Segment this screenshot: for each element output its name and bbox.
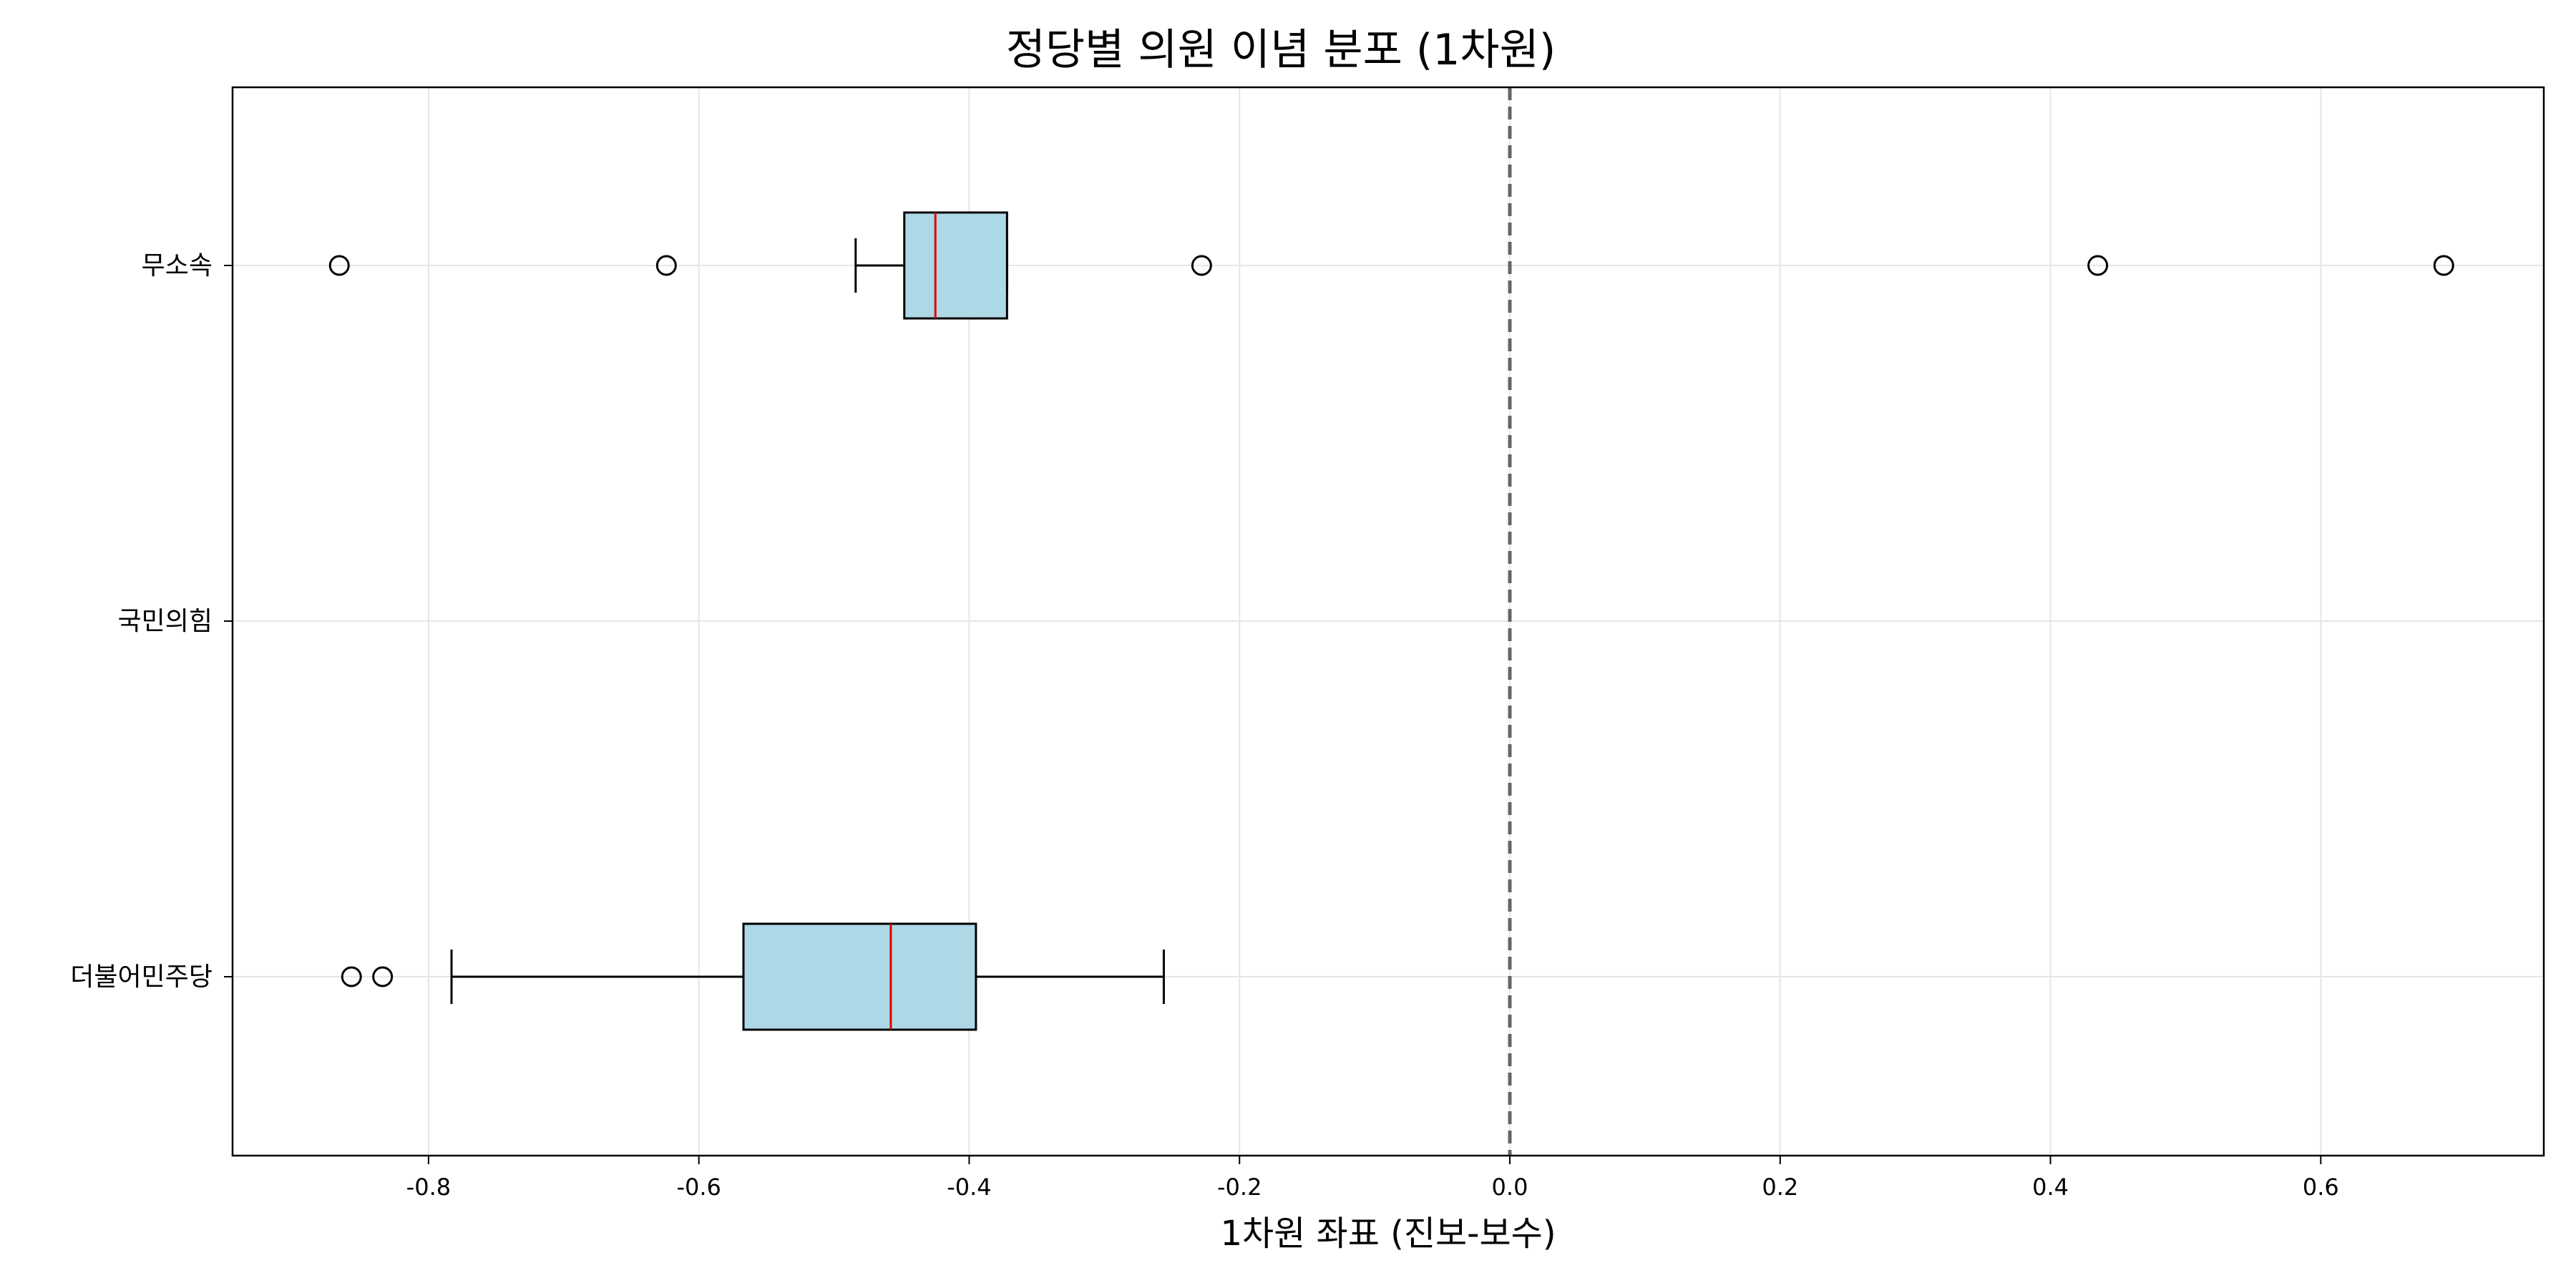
chart-title: 정당별 의원 이념 분포 (1차원) [1006, 25, 1556, 75]
box-group [341, 922, 1165, 1031]
y-tick-label: 더불어민주당 [70, 962, 213, 992]
outlier-point [1191, 255, 1212, 276]
outlier-point [328, 255, 350, 276]
x-tick-label: -0.2 [1217, 1174, 1262, 1201]
outlier-point [2087, 255, 2109, 276]
outlier-point [372, 966, 394, 987]
axis-layer: -0.8 -0.6 -0.4 -0.2 0.0 0.2 0.4 0.6 더불어민주당 국민의힘 무소… [70, 251, 2339, 1201]
x-tick-label: 0.0 [1492, 1174, 1528, 1201]
x-tick-label: -0.8 [406, 1174, 451, 1201]
x-tick-label: -0.4 [947, 1174, 991, 1201]
outlier-point [655, 255, 677, 276]
iqr-box [903, 211, 1008, 320]
box-layer [328, 211, 2454, 1031]
outlier-point [2433, 255, 2454, 276]
iqr-box [742, 922, 977, 1031]
x-tick-label: 0.2 [1762, 1174, 1798, 1201]
box-group [328, 211, 2454, 320]
y-tick-label: 무소속 [142, 251, 213, 280]
x-tick-label: 0.4 [2032, 1174, 2069, 1201]
x-tick-label: 0.6 [2303, 1174, 2339, 1201]
grid-lines [233, 87, 2544, 1156]
x-axis-label: 1차원 좌표 (진보-보수) [1220, 1214, 1556, 1254]
y-tick-label: 국민의힘 [118, 607, 213, 636]
outlier-point [341, 966, 362, 987]
x-tick-label: -0.6 [676, 1174, 721, 1201]
